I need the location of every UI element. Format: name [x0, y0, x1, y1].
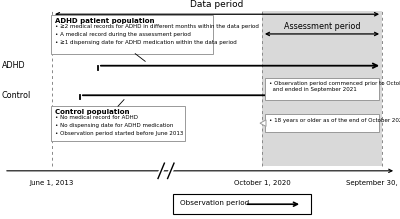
FancyBboxPatch shape [51, 15, 213, 54]
Text: Control: Control [2, 91, 31, 100]
Polygon shape [260, 120, 266, 127]
Bar [262, 11, 382, 166]
FancyBboxPatch shape [51, 106, 185, 141]
Text: Control population: Control population [55, 109, 129, 115]
Text: June 1, 2013: June 1, 2013 [30, 180, 74, 185]
Text: ADHD: ADHD [2, 61, 26, 70]
Text: • ≥2 medical records for ADHD in different months within the data period: • ≥2 medical records for ADHD in differe… [55, 24, 259, 29]
Text: • No medical record for ADHD: • No medical record for ADHD [55, 115, 138, 120]
Text: Data period: Data period [190, 0, 244, 9]
FancyBboxPatch shape [265, 78, 379, 100]
Text: • 18 years or older as of the end of October 2020: • 18 years or older as of the end of Oct… [269, 118, 400, 123]
Text: Assessment period: Assessment period [284, 22, 360, 31]
Text: Observation period: Observation period [180, 200, 249, 206]
Text: • Observation period commenced prior to October 2020: • Observation period commenced prior to … [269, 81, 400, 87]
Text: • No dispensing date for ADHD medication: • No dispensing date for ADHD medication [55, 123, 173, 128]
Text: and ended in September 2021: and ended in September 2021 [269, 87, 356, 92]
Text: • Observation period started before June 2013: • Observation period started before June… [55, 131, 183, 136]
FancyBboxPatch shape [265, 114, 379, 132]
Text: • ≥1 dispensing date for ADHD medication within the data period: • ≥1 dispensing date for ADHD medication… [55, 40, 236, 45]
Text: October 1, 2020: October 1, 2020 [234, 180, 290, 185]
Text: September 30, 2021: September 30, 2021 [346, 180, 400, 185]
FancyBboxPatch shape [173, 194, 311, 214]
Text: • A medical record during the assessment period: • A medical record during the assessment… [55, 32, 191, 37]
Text: ADHD patient population: ADHD patient population [55, 18, 154, 24]
